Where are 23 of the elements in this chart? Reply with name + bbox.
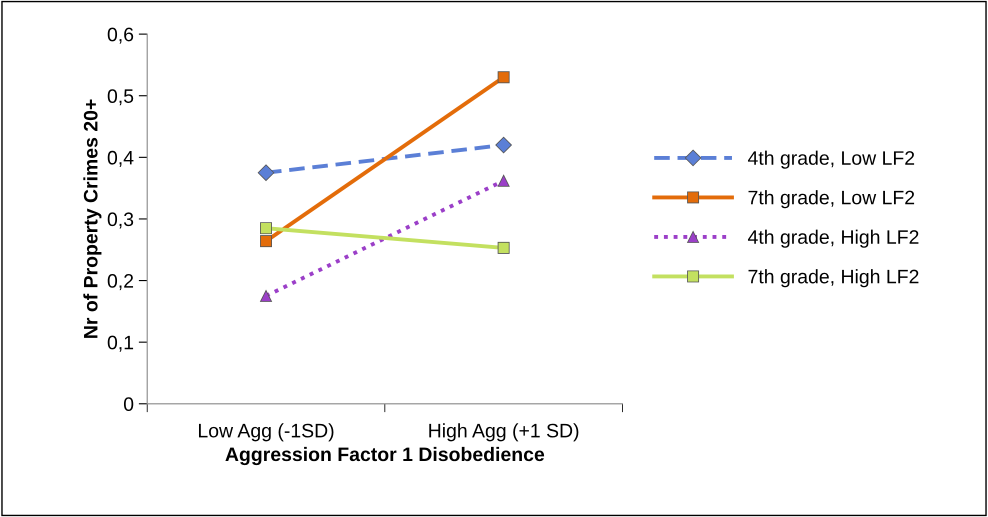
- legend-label: 7th grade, High LF2: [748, 269, 918, 288]
- point: [495, 136, 512, 154]
- y-tick-label: 0,5: [108, 89, 134, 106]
- point: [498, 242, 510, 254]
- y-tick-label: 0,4: [108, 150, 134, 167]
- x-axis-title: Aggression Factor 1 Disobedience: [225, 446, 544, 466]
- y-tick-label: 0,1: [108, 336, 134, 352]
- legend-label: 4th grade, Low LF2: [748, 150, 914, 169]
- point: [260, 222, 272, 234]
- legend-label: 4th grade, High LF2: [748, 230, 918, 248]
- x-tick-label: High Agg (+1 SD): [429, 423, 578, 442]
- point: [498, 71, 510, 84]
- point: [258, 164, 274, 182]
- y-tick-label: 0,3: [108, 212, 134, 228]
- y-tick-label: 0: [124, 397, 134, 412]
- point: [260, 235, 272, 248]
- x-tick-label: Low Agg (-1SD): [198, 423, 334, 442]
- legend-label: 7th grade, Low LF2: [748, 190, 914, 208]
- y-tick-label: 0,6: [108, 28, 134, 44]
- y-axis-title: Nr of Property Crimes 20+: [83, 100, 102, 338]
- point: [498, 174, 510, 187]
- y-tick-label: 0,2: [108, 274, 134, 290]
- point: [260, 290, 272, 302]
